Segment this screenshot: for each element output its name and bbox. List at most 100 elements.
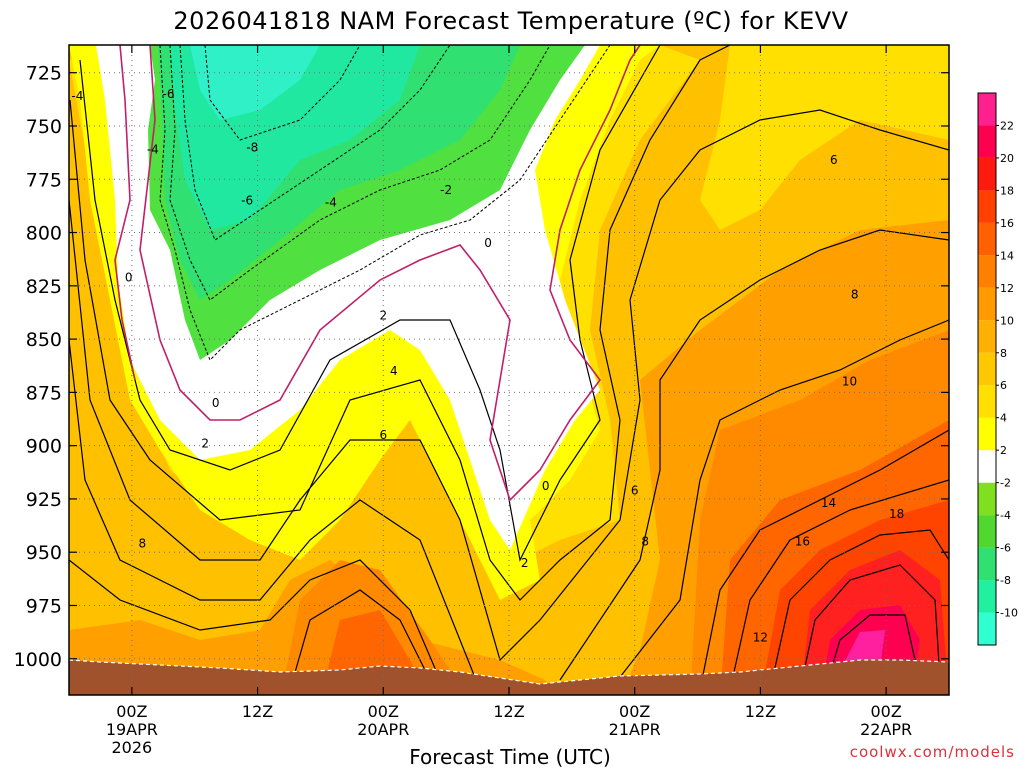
colorbar-label: 12 [1000, 282, 1014, 295]
contour-label: 0 [542, 479, 550, 493]
colorbar-box [978, 352, 996, 386]
colorbar-label: 4 [1000, 412, 1007, 425]
temperature-field [69, 45, 949, 695]
colorbar-label: -8 [1000, 574, 1011, 587]
contour-label: -4 [147, 142, 159, 156]
y-tick-label: 1000 [14, 649, 62, 671]
isotherm-16 [769, 529, 949, 691]
colorbar-label: -2 [1000, 477, 1011, 490]
y-tick-label: 900 [26, 436, 62, 458]
colorbar-box [978, 157, 996, 191]
contour-label: -6 [241, 194, 253, 208]
x-tick-label: 00Z [368, 702, 399, 721]
x-tick-label: 22APR [860, 720, 912, 739]
contour-label: -8 [246, 140, 258, 154]
colorbar-labels: -10 -8 -6 -4 -2 2 4 6 8 10 12 14 16 18 20 22 [996, 119, 1018, 620]
isotherm-12 [289, 429, 949, 691]
colorbar-label: -4 [1000, 509, 1011, 522]
contour-label: 2 [521, 556, 529, 570]
x-tick-label: 2026 [111, 738, 152, 757]
temp-band-6-east [700, 45, 949, 230]
isotherm-0 [139, 45, 641, 502]
contour-label: 0 [212, 396, 220, 410]
temp-band-minus8 [190, 45, 320, 120]
colorbar-label: 14 [1000, 249, 1014, 262]
contour-label: 16 [795, 535, 810, 549]
isotherm-4 [69, 45, 731, 601]
isotherm-0-west [114, 45, 136, 381]
colorbar: -10 -8 -6 -4 -2 2 4 6 8 10 12 14 16 18 20 22 [977, 92, 1018, 646]
y-tick-label: 925 [26, 489, 62, 511]
contour-label: 14 [821, 496, 836, 510]
contour-label: 6 [379, 428, 387, 442]
colorbar-box [978, 450, 996, 483]
contour-label: -4 [71, 89, 83, 103]
terrain [69, 660, 949, 695]
isotherms [69, 45, 949, 691]
x-tick-label: 12Z [745, 702, 776, 721]
colorbar-label: 6 [1000, 379, 1007, 392]
colorbar-box [978, 385, 996, 418]
y-tick-label: 775 [26, 169, 62, 191]
y-tick-label: 800 [26, 223, 62, 245]
y-tick-label: 875 [26, 382, 62, 404]
colorbar-label: 2 [1000, 444, 1007, 457]
grid [69, 45, 949, 695]
contour-label: 10 [842, 375, 857, 389]
contour-label: 6 [631, 483, 639, 497]
credit: coolwx.com/models [850, 743, 1015, 761]
contour-label: 2 [379, 309, 387, 323]
colorbar-box [978, 125, 996, 158]
x-axis-label: Forecast Time (UTC) [409, 745, 611, 768]
colorbar-box [978, 417, 996, 451]
colorbar-label: 10 [1000, 314, 1014, 327]
y-tick-label: 750 [26, 116, 62, 138]
y-tick-label: 975 [26, 595, 62, 617]
contour-label: 12 [753, 630, 768, 644]
colorbar-box [978, 482, 996, 516]
colorbar-box [978, 580, 996, 613]
colorbar-box [978, 93, 996, 126]
colorbar-label: 18 [1000, 184, 1014, 197]
y-tick-label: 850 [26, 329, 62, 351]
x-tick-label: 00Z [116, 702, 147, 721]
contour-labels: -4 -6 -4 -8 -6 -4 -2 0 0 0 0 2 2 2 4 6 6 6 8 8 8 10 12 14 16 18 [71, 87, 904, 644]
contour-label: 8 [641, 535, 649, 549]
colorbar-box [978, 515, 996, 548]
contour-label: 18 [889, 507, 904, 521]
contour-label: 2 [201, 437, 209, 451]
isotherm-6 [69, 109, 949, 662]
y-tick-label: 725 [26, 63, 62, 85]
y-tick-label: 950 [26, 542, 62, 564]
colorbar-label: 8 [1000, 347, 1007, 360]
contour-label: 6 [830, 153, 838, 167]
y-tick-label: 825 [26, 276, 62, 298]
isotherm-10 [69, 319, 949, 691]
freezing-line [114, 45, 641, 502]
subfreezing-isotherms [159, 45, 611, 361]
x-tick-label: 19APR [106, 720, 158, 739]
x-tick-label: 00Z [619, 702, 650, 721]
isotherm-8 [69, 229, 949, 691]
contour-label: 8 [851, 287, 859, 301]
colorbar-box [978, 547, 996, 581]
isotherm-minus2 [159, 45, 611, 361]
x-tick-label: 00Z [870, 702, 901, 721]
contour-label: 4 [390, 364, 398, 378]
colorbar-frame [977, 92, 997, 646]
x-tick-label: 12Z [242, 702, 273, 721]
x-tick-label: 12Z [493, 702, 524, 721]
isotherm-minus6 [179, 45, 451, 241]
colorbar-box [978, 222, 996, 256]
isotherm-18 [799, 564, 941, 691]
contour-label: 0 [484, 236, 492, 250]
isotherm-14 [729, 479, 949, 691]
colorbar-box [978, 320, 996, 353]
colorbar-box [978, 255, 996, 288]
colorbar-label: -10 [1000, 607, 1018, 620]
contour-label: 0 [125, 270, 133, 284]
plot-area [69, 45, 949, 695]
